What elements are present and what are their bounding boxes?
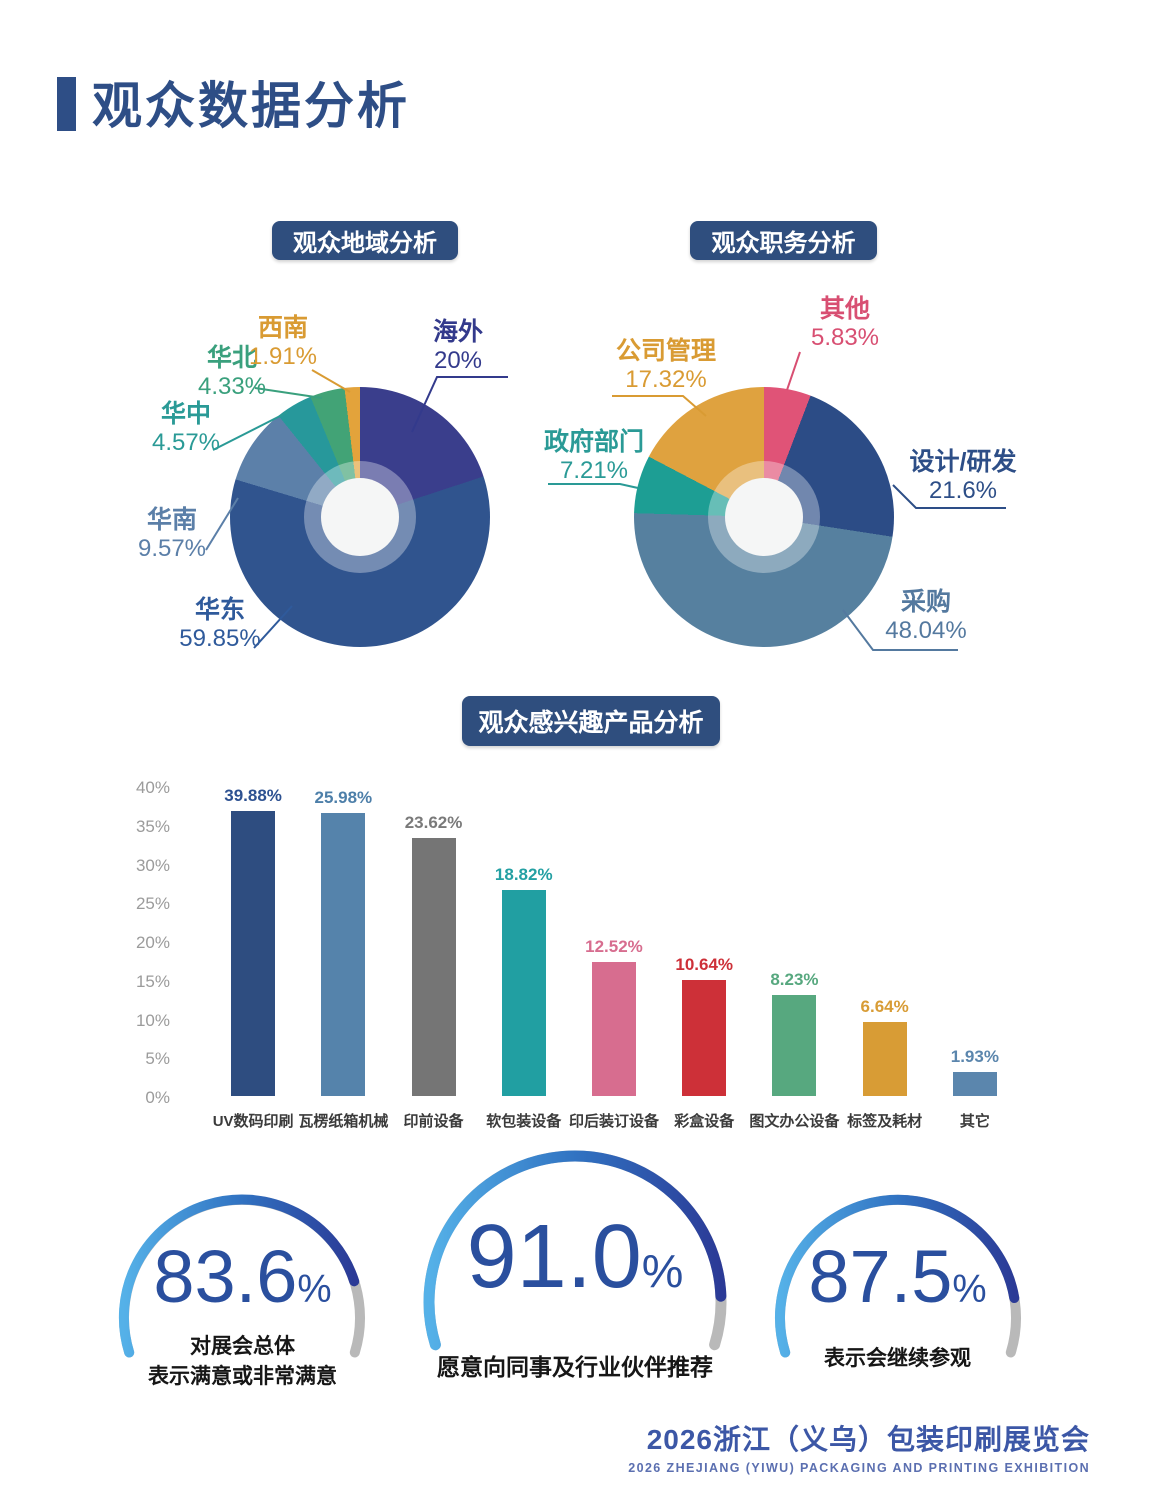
y-tick: 25%	[135, 894, 170, 914]
bar	[321, 813, 366, 1096]
y-tick: 10%	[135, 1010, 170, 1030]
satisfaction-gauge-arc	[118, 1194, 365, 1358]
bar-value-label: 1.93%	[950, 1047, 999, 1066]
y-tick: 5%	[145, 1049, 170, 1069]
bar	[952, 1072, 997, 1096]
bar-value-label: 23.62%	[404, 813, 463, 832]
page-title: 观众数据分析	[92, 78, 410, 134]
bar-category-label: 瓦楞纸箱机械	[298, 1113, 389, 1130]
pie-label-central-china: 华中 4.57%	[151, 400, 221, 456]
bar-chart-categories: UV数码印刷 瓦楞纸箱机械 印前设备 软包装设备 印后装订设备 彩盒设备 图文办公设备 标签及…	[208, 1110, 1020, 1131]
revisit-gauge-caption: 表示会继续参观	[824, 1347, 971, 1370]
pie-label-east-china: 华东 59.85%	[179, 596, 261, 652]
pie-label-overseas: 海外 20%	[432, 318, 483, 374]
satisfaction-gauge-caption: 对展会总体 表示满意或非常满意	[148, 1335, 337, 1389]
bar-value-label: 18.82%	[494, 865, 553, 884]
pie-label-south-china: 华南 9.57%	[137, 506, 207, 562]
satisfaction-gauge-value: 83.6%	[153, 1235, 332, 1318]
bar-value-label: 10.64%	[675, 955, 734, 974]
pie-label-north-china: 华北 4.33%	[197, 344, 267, 400]
y-tick: 35%	[135, 816, 170, 836]
revisit-gauge-value: 87.5%	[808, 1235, 987, 1318]
bar-category-label: 印后装订设备	[568, 1113, 659, 1130]
bar-value-label: 25.98%	[314, 788, 373, 807]
bar-value-label: 6.64%	[860, 997, 909, 1016]
bar	[772, 995, 817, 1096]
bar-category-label: UV数码印刷	[212, 1113, 294, 1130]
bar-category-label: 图文办公设备	[749, 1113, 840, 1130]
bar-category-label: 软包装设备	[486, 1113, 562, 1130]
bar-category-label: 其它	[959, 1113, 990, 1130]
recommend-gauge-caption: 愿意向同事及行业伙伴推荐	[437, 1354, 713, 1380]
footer-title-cn: 2026浙江（义乌）包装印刷展览会	[646, 1424, 1090, 1455]
bar-value-label: 12.52%	[585, 937, 643, 956]
y-tick: 0%	[145, 1088, 170, 1107]
bar-category-label: 标签及耗材	[847, 1113, 923, 1130]
bar	[682, 980, 727, 1096]
pie-label-design-rnd: 设计/研发 21.6%	[909, 448, 1017, 504]
bar	[591, 962, 636, 1096]
role-donut-chart	[634, 387, 894, 647]
bar-category-label: 彩盒设备	[674, 1113, 735, 1130]
role-chart-badge: 观众职务分析	[690, 221, 877, 260]
recommend-gauge-arc	[423, 1150, 727, 1351]
bar-column: 39.88%	[208, 786, 298, 1096]
pie-label-government: 政府部门 7.21%	[543, 428, 644, 484]
products-chart-badge: 观众感兴趣产品分析	[462, 696, 720, 746]
bar	[862, 1022, 907, 1096]
bar-column: 25.98%	[298, 786, 388, 1096]
pie-label-other: 其他 5.83%	[810, 295, 880, 351]
region-chart-badge: 观众地域分析	[272, 221, 458, 260]
bar-column: 10.64%	[659, 786, 749, 1096]
footer-title-en: 2026 ZHEJIANG (YIWU) PACKAGING AND PRINT…	[628, 1461, 1090, 1475]
bar-column: 1.93%	[930, 786, 1020, 1096]
bar-chart-y-axis: 0% 5% 10% 15% 20% 25% 30% 35% 40%	[112, 779, 174, 1106]
bar-column: 8.23%	[749, 786, 839, 1096]
pie-label-southwest: 西南 1.91%	[248, 314, 318, 370]
pie-label-purchasing: 采购 48.04%	[885, 588, 967, 644]
y-tick: 20%	[135, 933, 170, 952]
bar-column: 12.52%	[569, 786, 659, 1096]
bar	[411, 838, 456, 1096]
title-accent-bar	[57, 77, 76, 131]
y-tick: 30%	[135, 855, 170, 875]
bar-column: 6.64%	[840, 786, 930, 1096]
bar-column: 18.82%	[479, 786, 569, 1096]
bar-category-label: 印前设备	[403, 1113, 464, 1130]
y-tick: 15%	[135, 971, 170, 991]
revisit-gauge-arc	[774, 1194, 1021, 1358]
bar-column: 23.62%	[388, 786, 478, 1096]
y-tick: 40%	[135, 778, 170, 797]
bar-value-label: 39.88%	[224, 786, 282, 805]
pie-label-management: 公司管理 17.32%	[615, 337, 716, 393]
bar	[231, 811, 276, 1096]
bar-value-label: 8.23%	[770, 970, 819, 989]
recommend-gauge-value: 91.0%	[466, 1207, 684, 1307]
bar	[501, 890, 546, 1096]
footer: 2026浙江（义乌）包装印刷展览会 2026 ZHEJIANG (YIWU) P…	[628, 1418, 1090, 1475]
bar-chart-plot: 39.88% 25.98% 23.62% 18.82% 12.52% 10.64% 8.23…	[208, 786, 1020, 1096]
